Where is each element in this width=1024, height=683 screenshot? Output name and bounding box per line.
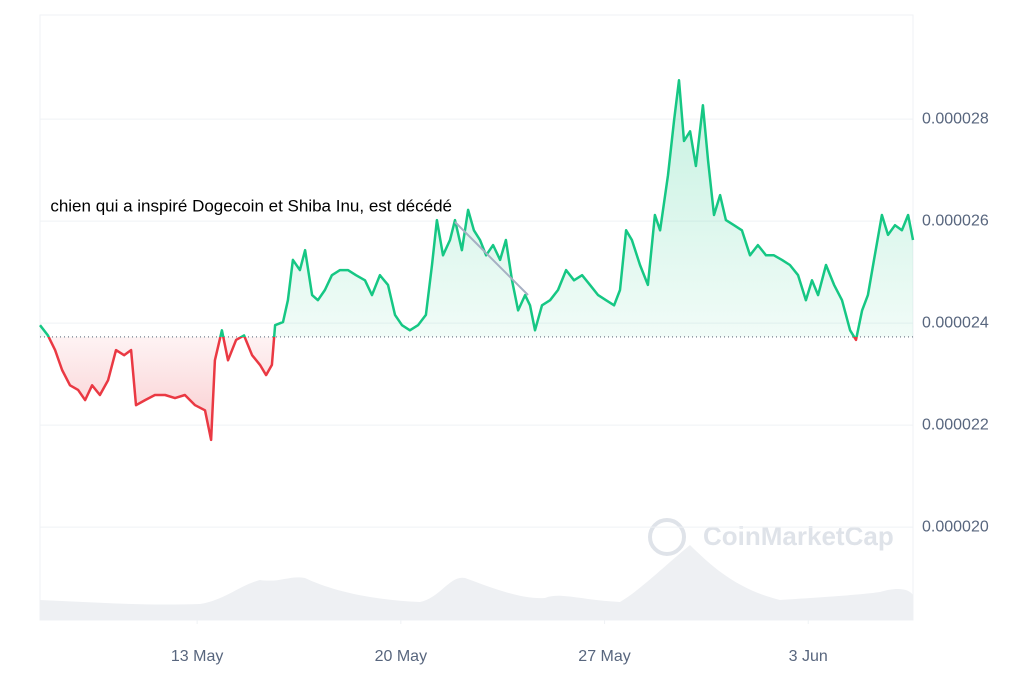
x-tick-label: 13 May (171, 648, 223, 665)
y-tick-label: 0.000028 (922, 110, 989, 127)
x-tick-label: 27 May (578, 648, 630, 665)
watermark-text: CoinMarketCap (703, 521, 894, 551)
price-line (39, 79, 915, 442)
price-area (40, 80, 913, 440)
y-tick-label: 0.000022 (922, 416, 989, 433)
annotation-pointer (454, 221, 529, 296)
y-tick-label: 0.000026 (922, 212, 989, 229)
watermark: CoinMarketCap (648, 518, 894, 556)
volume-area (40, 545, 913, 620)
y-tick-label: 0.000020 (922, 518, 989, 535)
x-tick-label: 3 Jun (789, 648, 828, 665)
x-tick-label: 20 May (375, 648, 427, 665)
watermark-logo (648, 518, 686, 556)
y-tick-label: 0.000024 (922, 314, 989, 331)
annotation: chien qui a inspiré Dogecoin et Shiba In… (50, 196, 452, 215)
